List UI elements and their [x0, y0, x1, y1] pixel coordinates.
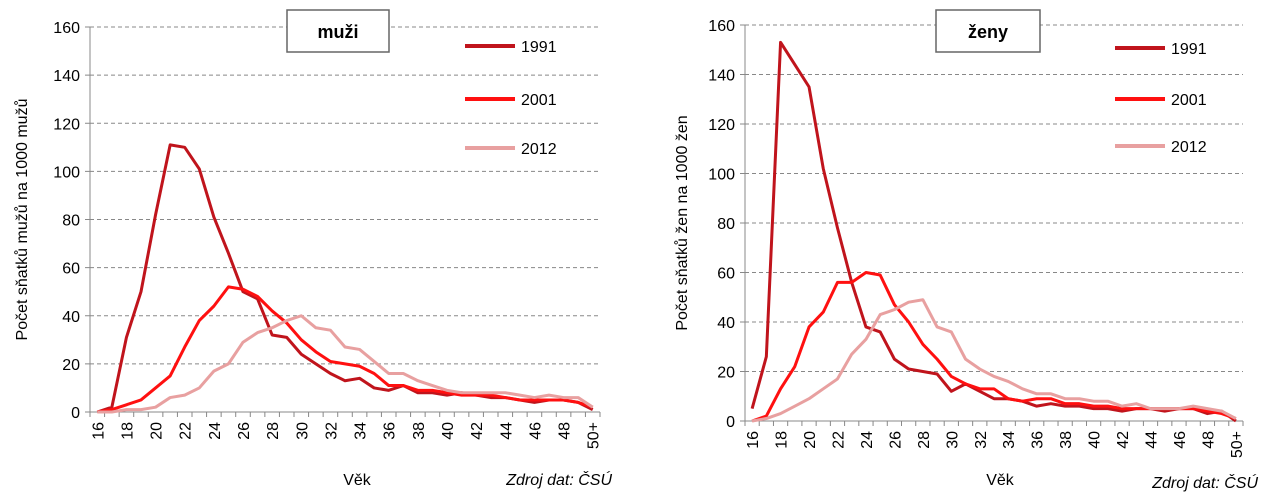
x-tick-label: 24 — [207, 422, 224, 440]
x-tick-label: 26 — [887, 431, 904, 449]
x-tick-label: 32 — [973, 431, 990, 449]
x-tick-label: 34 — [353, 422, 370, 440]
x-tick-label: 48 — [1200, 431, 1217, 449]
x-tick-label: 44 — [498, 422, 515, 440]
x-tick-label: 26 — [236, 422, 253, 440]
y-tick-label: 120 — [708, 117, 735, 134]
x-tick-label: 50+ — [586, 422, 603, 449]
x-tick-label: 18 — [774, 431, 791, 449]
y-tick-label: 160 — [708, 18, 735, 35]
legend-label: 2012 — [521, 141, 557, 158]
y-tick-label: 100 — [53, 164, 80, 181]
x-axis-label: Věk — [343, 472, 372, 489]
y-tick-label: 120 — [53, 116, 80, 133]
x-tick-label: 18 — [119, 422, 136, 440]
y-tick-label: 0 — [71, 405, 80, 422]
x-tick-label: 42 — [1115, 431, 1132, 449]
y-tick-label: 80 — [717, 216, 735, 233]
y-tick-label: 140 — [708, 68, 735, 85]
x-tick-label: 28 — [916, 431, 933, 449]
y-tick-label: 160 — [53, 20, 80, 37]
legend-label: 2012 — [1171, 139, 1207, 156]
x-tick-label: 22 — [830, 431, 847, 449]
x-tick-label: 46 — [1172, 431, 1189, 449]
legend-label: 2001 — [1171, 92, 1207, 109]
legend-label: 1991 — [521, 39, 557, 56]
y-tick-label: 80 — [62, 213, 80, 230]
x-tick-label: 28 — [265, 422, 282, 440]
chart: 0 20 40 60 80 100 120 140 160 16 18 20 22 24 26 28 30 32 3… — [13, 9, 612, 489]
x-tick-label: 30 — [944, 431, 961, 449]
x-tick-label: 50+ — [1229, 431, 1246, 458]
y-tick-label: 40 — [717, 315, 735, 332]
x-tick-label: 16 — [90, 422, 107, 440]
series-line — [751, 298, 1237, 423]
x-tick-label: 48 — [557, 422, 574, 440]
x-tick-label: 46 — [527, 422, 544, 440]
x-tick-label: 24 — [859, 431, 876, 449]
y-axis-label: Počet sňatků žen na 1000 žen — [673, 115, 691, 330]
x-tick-label: 32 — [323, 422, 340, 440]
series-line — [97, 314, 594, 414]
x-tick-label: 30 — [294, 422, 311, 440]
x-tick-label: 36 — [382, 422, 399, 440]
x-tick-label: 40 — [1087, 431, 1104, 449]
x-tick-label: 20 — [802, 431, 819, 449]
x-tick-label: 34 — [1001, 431, 1018, 449]
x-axis-label: Věk — [986, 472, 1015, 489]
y-tick-label: 100 — [708, 167, 735, 184]
source-note: Zdroj dat: ČSÚ — [1151, 473, 1258, 492]
x-tick-label: 44 — [1144, 431, 1161, 449]
x-tick-label: 22 — [178, 422, 195, 440]
x-tick-label: 20 — [149, 422, 166, 440]
y-axis-label: Počet sňatků mužů na 1000 mužů — [13, 99, 31, 341]
legend-label: 2001 — [521, 92, 557, 109]
y-tick-label: 0 — [726, 414, 735, 431]
y-tick-label: 20 — [62, 357, 80, 374]
y-tick-label: 40 — [62, 309, 80, 326]
y-tick-label: 20 — [717, 365, 735, 382]
x-tick-label: 38 — [411, 422, 428, 440]
legend-label: 1991 — [1171, 41, 1207, 58]
title-box — [286, 9, 390, 53]
series-line — [97, 285, 594, 414]
chart-title: ženy — [968, 22, 1008, 42]
x-tick-label: 42 — [469, 422, 486, 440]
x-tick-label: 38 — [1058, 431, 1075, 449]
source-note: Zdroj dat: ČSÚ — [505, 470, 612, 489]
chart: 0 20 40 60 80 100 120 140 160 16 18 20 22 24 26 28 30 32 3… — [673, 9, 1258, 492]
x-tick-label: 36 — [1030, 431, 1047, 449]
y-tick-label: 140 — [53, 68, 80, 85]
y-tick-label: 60 — [62, 261, 80, 278]
title-box — [935, 9, 1041, 53]
x-tick-label: 16 — [745, 431, 762, 449]
chart-title: muži — [317, 22, 358, 42]
y-tick-label: 60 — [717, 266, 735, 283]
x-tick-label: 40 — [440, 422, 457, 440]
